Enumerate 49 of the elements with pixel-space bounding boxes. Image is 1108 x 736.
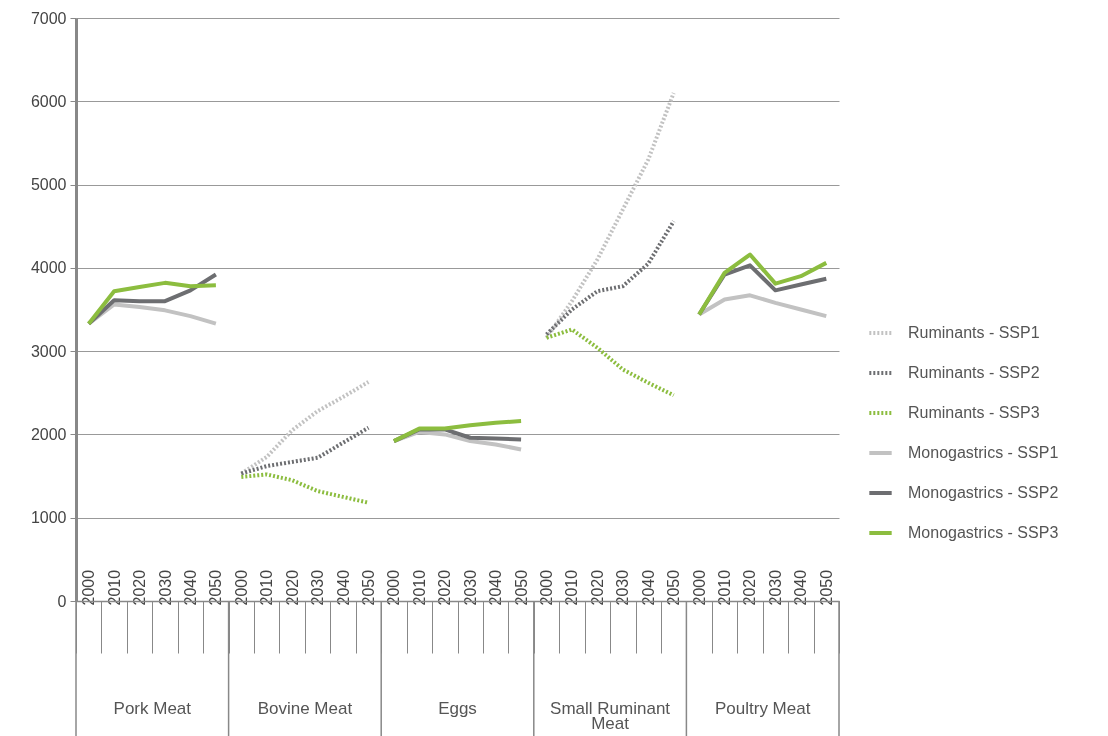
y-tick-label: 5000 bbox=[30, 176, 67, 194]
x-tick-label: 2000 bbox=[690, 569, 708, 606]
y-tick-label: 0 bbox=[57, 592, 67, 610]
text: Pork Meat bbox=[113, 699, 192, 718]
x-tick-label: 2050 bbox=[817, 569, 835, 606]
x-tick-label: 2010 bbox=[258, 569, 276, 606]
x-tick-label: 2040 bbox=[639, 569, 657, 606]
text: Poultry Meat bbox=[714, 699, 811, 718]
x-tick-label: 2040 bbox=[181, 569, 199, 606]
x-tick-label: 2000 bbox=[385, 569, 403, 606]
x-tick-label: 2020 bbox=[741, 569, 759, 606]
x-tick-label: 2000 bbox=[538, 569, 556, 606]
x-tick-label: 2020 bbox=[283, 569, 301, 606]
legend-label: Monogastrics - SSP1 bbox=[908, 444, 1059, 461]
x-tick-label: 2040 bbox=[487, 569, 505, 606]
y-tick-label: 6000 bbox=[30, 92, 67, 110]
x-tick-label: 2040 bbox=[792, 569, 810, 606]
x-tick-label: 2030 bbox=[614, 569, 632, 606]
x-tick-label: 2000 bbox=[232, 569, 250, 606]
x-tick-label: 2020 bbox=[131, 569, 149, 606]
legend-label: Monogastrics - SSP3 bbox=[908, 524, 1059, 541]
y-tick-label: 7000 bbox=[30, 9, 67, 27]
text: Small Ruminant Meat bbox=[550, 699, 671, 733]
x-tick-label: 2030 bbox=[461, 569, 479, 606]
x-tick-label: 2010 bbox=[410, 569, 428, 606]
y-tick-label: 4000 bbox=[30, 259, 67, 277]
x-tick-label: 2030 bbox=[309, 569, 327, 606]
x-tick-label: 2010 bbox=[716, 569, 734, 606]
legend-label: Monogastrics - SSP2 bbox=[908, 484, 1059, 501]
x-tick-label: 2000 bbox=[80, 569, 98, 606]
x-tick-label: 2030 bbox=[156, 569, 174, 606]
x-tick-label: 2050 bbox=[359, 569, 377, 606]
x-tick-label: 2050 bbox=[665, 569, 683, 606]
legend-label: Ruminants - SSP2 bbox=[908, 364, 1040, 381]
x-tick-label: 2040 bbox=[334, 569, 352, 606]
x-tick-label: 2050 bbox=[512, 569, 530, 606]
x-tick-label: 2020 bbox=[436, 569, 454, 606]
text: Eggs bbox=[438, 699, 477, 718]
y-tick-label: 3000 bbox=[30, 342, 67, 360]
x-tick-label: 2050 bbox=[207, 569, 225, 606]
legend-label: Ruminants - SSP1 bbox=[908, 324, 1040, 341]
y-tick-label: 2000 bbox=[30, 425, 67, 443]
x-tick-label: 2020 bbox=[588, 569, 606, 606]
y-tick-label: 1000 bbox=[30, 509, 67, 527]
text: Bovine Meat bbox=[257, 699, 353, 718]
x-tick-label: 2010 bbox=[105, 569, 123, 606]
x-tick-label: 2030 bbox=[766, 569, 784, 606]
x-tick-label: 2010 bbox=[563, 569, 581, 606]
legend-label: Ruminants - SSP3 bbox=[908, 404, 1040, 421]
